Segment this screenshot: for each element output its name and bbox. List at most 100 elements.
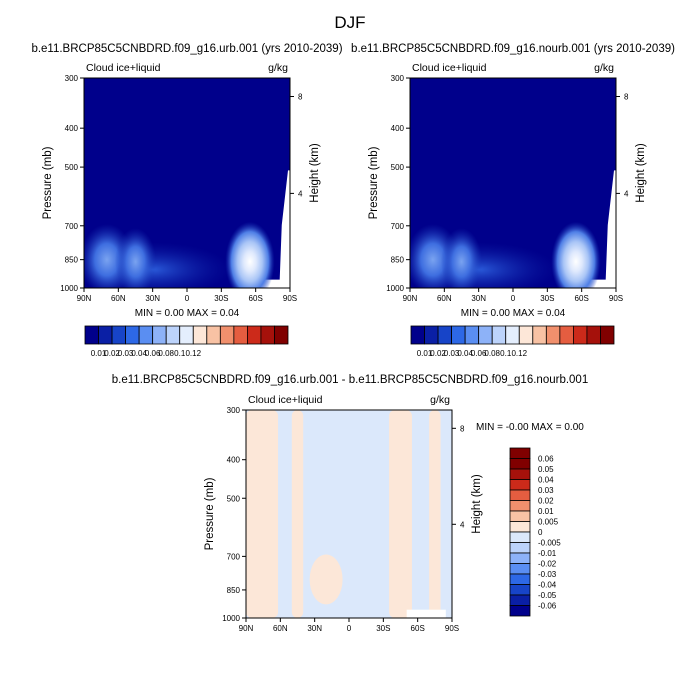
colorbar-box bbox=[505, 325, 520, 345]
colorbar-box bbox=[600, 325, 615, 345]
colorbar-box bbox=[125, 325, 140, 345]
colorbar-box bbox=[165, 325, 181, 345]
colorbar-box bbox=[424, 325, 439, 345]
x-tick-label: 60S bbox=[249, 294, 263, 303]
y-tick-label: 700 bbox=[227, 552, 241, 561]
y-tick-label: 850 bbox=[65, 256, 79, 265]
colorbar-label: -0.03 bbox=[538, 570, 557, 579]
colorbar-label: -0.01 bbox=[538, 549, 557, 558]
colorbar-box bbox=[573, 325, 588, 345]
panel-title: b.e11.BRCP85C5CNBDRD.f09_g16.urb.001 - b… bbox=[112, 374, 588, 386]
colorbar-box bbox=[111, 325, 126, 345]
units-label: g/kg bbox=[268, 62, 288, 74]
colorbar-box bbox=[192, 325, 208, 345]
colorbar-label: 0.02 bbox=[104, 349, 120, 358]
units-label: g/kg bbox=[430, 394, 450, 406]
y-axis-title: Pressure (mb) bbox=[368, 146, 380, 219]
colorbar-box bbox=[233, 325, 248, 345]
positive-band bbox=[291, 410, 304, 618]
x-tick-label: 90S bbox=[609, 294, 623, 303]
field-area bbox=[410, 78, 616, 288]
x-tick-label: 60S bbox=[411, 624, 425, 633]
x-tick-label: 30S bbox=[540, 294, 554, 303]
colorbar-box bbox=[509, 573, 531, 585]
colorbar-label: 0.04 bbox=[457, 349, 473, 358]
x-tick-label: 90N bbox=[239, 624, 254, 633]
y-tick-label: 400 bbox=[227, 456, 241, 465]
colorbar-box bbox=[84, 325, 99, 345]
colorbar-box bbox=[509, 594, 531, 606]
colorbar-box bbox=[509, 563, 531, 575]
figure-title: DJF bbox=[334, 13, 365, 32]
colorbar-label: 0 bbox=[538, 528, 543, 537]
y2-tick-label: 4 bbox=[298, 189, 303, 198]
panel-difference: b.e11.BRCP85C5CNBDRD.f09_g16.urb.001 - b… bbox=[112, 374, 588, 633]
colorbar-box bbox=[509, 479, 531, 491]
colorbar-label: 0.12 bbox=[185, 349, 201, 358]
field-area bbox=[84, 78, 290, 288]
colorbar-box bbox=[179, 325, 194, 345]
colorbar-label: 0.04 bbox=[538, 476, 554, 485]
positive-band bbox=[429, 410, 441, 618]
y-tick-label: 500 bbox=[227, 494, 241, 503]
missing-region bbox=[406, 609, 446, 618]
colorbar-box bbox=[509, 489, 531, 501]
x-tick-label: 60N bbox=[111, 294, 126, 303]
colorbar-label: 0.08 bbox=[484, 349, 500, 358]
colorbar-label: -0.05 bbox=[538, 591, 557, 600]
cloud-maximum-sh-secondary bbox=[440, 228, 483, 288]
y2-axis-title: Height (km) bbox=[471, 474, 483, 534]
colorbar-box bbox=[509, 531, 531, 543]
colorbar-box bbox=[509, 447, 531, 459]
colorbar-label: 0.06 bbox=[471, 349, 487, 358]
y2-axis-title: Height (km) bbox=[309, 143, 321, 203]
colorbar-box bbox=[464, 325, 480, 345]
missing-region bbox=[570, 170, 616, 288]
x-tick-label: 0 bbox=[511, 294, 516, 303]
colorbar-box bbox=[509, 458, 531, 470]
x-tick-label: 30S bbox=[376, 624, 390, 633]
x-tick-label: 0 bbox=[185, 294, 190, 303]
y-tick-label: 500 bbox=[391, 163, 405, 172]
colorbar-box bbox=[246, 325, 262, 345]
colorbar-label: 0.04 bbox=[131, 349, 147, 358]
colorbar-label: 0.01 bbox=[538, 507, 554, 516]
y-tick-label: 1000 bbox=[60, 284, 78, 293]
colorbar-box bbox=[260, 325, 275, 345]
colorbar-box bbox=[509, 542, 531, 554]
field-background bbox=[246, 410, 452, 618]
colorbar-label: 0.06 bbox=[145, 349, 161, 358]
colorbar-box bbox=[437, 325, 453, 345]
colorbar-label: 0.1 bbox=[500, 349, 512, 358]
colorbar-box bbox=[98, 325, 113, 345]
y-tick-label: 850 bbox=[391, 256, 405, 265]
y-tick-label: 500 bbox=[65, 163, 79, 172]
y-tick-label: 1000 bbox=[386, 284, 404, 293]
y-tick-label: 300 bbox=[391, 74, 405, 83]
colorbar-box bbox=[152, 325, 167, 345]
colorbar-label: 0.12 bbox=[511, 349, 527, 358]
y-tick-label: 700 bbox=[391, 222, 405, 231]
colorbar-box bbox=[509, 468, 531, 480]
colorbar-box bbox=[545, 325, 561, 345]
x-tick-label: 60S bbox=[575, 294, 589, 303]
colorbar-label: -0.005 bbox=[538, 539, 561, 548]
cloud-maximum-sh-peak bbox=[225, 221, 275, 288]
colorbar-box bbox=[509, 500, 531, 512]
stats-label: MIN = -0.00 MAX = 0.00 bbox=[476, 422, 584, 433]
y2-tick-label: 8 bbox=[298, 92, 303, 101]
colorbar-box bbox=[509, 584, 531, 596]
x-tick-label: 30S bbox=[214, 294, 228, 303]
x-tick-label: 90N bbox=[403, 294, 418, 303]
stats-label: MIN = 0.00 MAX = 0.04 bbox=[461, 308, 566, 319]
colorbar-box bbox=[206, 325, 221, 345]
colorbar-label: 0.03 bbox=[118, 349, 134, 358]
y-axis-title: Pressure (mb) bbox=[204, 477, 216, 550]
y2-tick-label: 4 bbox=[624, 189, 629, 198]
y-tick-label: 400 bbox=[391, 124, 405, 133]
x-tick-label: 90S bbox=[445, 624, 459, 633]
colorbar-label: -0.06 bbox=[538, 602, 557, 611]
stats-label: MIN = 0.00 MAX = 0.04 bbox=[135, 308, 240, 319]
colorbar-box bbox=[509, 552, 531, 564]
missing-region bbox=[244, 170, 290, 288]
